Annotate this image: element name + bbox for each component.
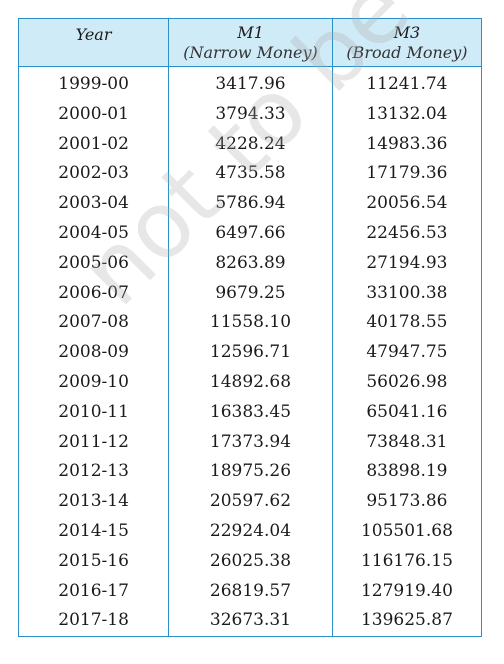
table-row: 2016-17 26819.57 127919.40 [19,576,481,607]
year-cell: 2014-15 [58,520,129,541]
m3-cell: 22456.53 [331,218,481,249]
m1-cell: 3417.96 [168,66,333,100]
table-row: 2012-13 18975.26 83898.19 [19,457,481,488]
table-header: Year M1 (Narrow Money) M3 (Broad Money) [19,19,481,67]
year-cell: 2004-05 [58,222,129,243]
m3-cell: 105501.68 [331,516,481,547]
m1-cell: 17373.94 [168,427,333,458]
m3-cell: 20056.54 [331,189,481,219]
year-cell: 2013-14 [58,491,129,512]
m3-cell: 83898.19 [331,457,481,488]
year-cell: 2005-06 [58,252,129,273]
table-row: 2007-08 11558.10 40178.55 [19,308,481,339]
m1-cell: 5786.94 [168,189,333,219]
header-m1-title: M1 [237,23,264,42]
table-row: 2017-18 32673.31 139625.87 [19,606,481,637]
m3-cell: 116176.15 [331,546,481,577]
table-row: 2013-14 20597.62 95173.86 [19,487,481,517]
m1-cell: 11558.10 [168,308,333,339]
year-cell: 2000-01 [58,103,129,124]
m3-cell: 27194.93 [331,248,481,279]
m1-cell: 26819.57 [168,576,333,607]
header-m3-title: M3 [393,23,421,42]
money-supply-table-container: Year M1 (Narrow Money) M3 (Broad Money) … [18,18,482,638]
m3-cell: 73848.31 [331,427,481,458]
m3-cell: 139625.87 [331,606,481,637]
table-row: 2000-01 3794.33 13132.04 [19,99,481,130]
header-year: Year [19,19,169,67]
year-cell: 2009-10 [58,371,129,392]
header-year-label: Year [75,25,112,44]
m3-cell: 56026.98 [331,367,481,398]
table-row: 1999-00 3417.96 11241.74 [19,66,481,100]
table-body: 1999-00 3417.96 11241.74 2000-01 3794.33 1313… [19,66,481,637]
header-m3: M3 (Broad Money) [331,19,481,67]
table-row: 2004-05 6497.66 22456.53 [19,218,481,249]
year-cell: 2001-02 [58,133,129,154]
year-cell: 2017-18 [58,610,129,631]
m1-cell: 6497.66 [168,218,333,249]
m1-cell: 12596.71 [168,338,333,368]
m3-cell: 95173.86 [331,487,481,517]
table-row: 2005-06 8263.89 27194.93 [19,248,481,279]
m3-cell: 13132.04 [331,99,481,130]
year-cell: 2006-07 [58,282,129,303]
table-row: 2015-16 26025.38 116176.15 [19,546,481,577]
year-cell: 2008-09 [58,342,129,363]
header-row: Year M1 (Narrow Money) M3 (Broad Money) [19,19,481,67]
m3-cell: 127919.40 [331,576,481,607]
m3-cell: 40178.55 [331,308,481,339]
table-row: 2014-15 22924.04 105501.68 [19,516,481,547]
m1-cell: 3794.33 [168,99,333,130]
m1-cell: 4228.24 [168,129,333,160]
year-cell: 2016-17 [58,580,129,601]
table-row: 2008-09 12596.71 47947.75 [19,338,481,368]
m1-cell: 26025.38 [168,546,333,577]
m1-cell: 18975.26 [168,457,333,488]
header-m3-subtitle: (Broad Money) [346,43,468,62]
m3-cell: 14983.36 [331,129,481,160]
money-supply-table: Year M1 (Narrow Money) M3 (Broad Money) … [19,19,481,637]
year-cell: 2007-08 [58,312,129,333]
m1-cell: 20597.62 [168,487,333,517]
m1-cell: 32673.31 [168,606,333,637]
m3-cell: 17179.36 [331,159,481,190]
m1-cell: 4735.58 [168,159,333,190]
table-row: 2011-12 17373.94 73848.31 [19,427,481,458]
year-cell: 2002-03 [58,163,129,184]
year-cell: 2011-12 [58,431,129,452]
table-row: 2010-11 16383.45 65041.16 [19,397,481,428]
header-m1-subtitle: (Narrow Money) [183,43,318,62]
year-cell: 2015-16 [58,550,129,571]
m3-cell: 47947.75 [331,338,481,368]
m3-cell: 65041.16 [331,397,481,428]
header-m1: M1 (Narrow Money) [168,19,333,67]
table-row: 2009-10 14892.68 56026.98 [19,367,481,398]
m1-cell: 16383.45 [168,397,333,428]
m3-cell: 11241.74 [331,66,481,100]
table-row: 2002-03 4735.58 17179.36 [19,159,481,190]
m1-cell: 8263.89 [168,248,333,279]
m1-cell: 14892.68 [168,367,333,398]
year-cell: 2012-13 [58,461,129,482]
m1-cell: 9679.25 [168,278,333,309]
table-row: 2001-02 4228.24 14983.36 [19,129,481,160]
table-row: 2006-07 9679.25 33100.38 [19,278,481,309]
table-row: 2003-04 5786.94 20056.54 [19,189,481,219]
m1-cell: 22924.04 [168,516,333,547]
year-cell: 2003-04 [58,193,129,214]
year-cell: 2010-11 [58,401,129,422]
year-cell: 1999-00 [58,74,129,94]
m3-cell: 33100.38 [331,278,481,309]
